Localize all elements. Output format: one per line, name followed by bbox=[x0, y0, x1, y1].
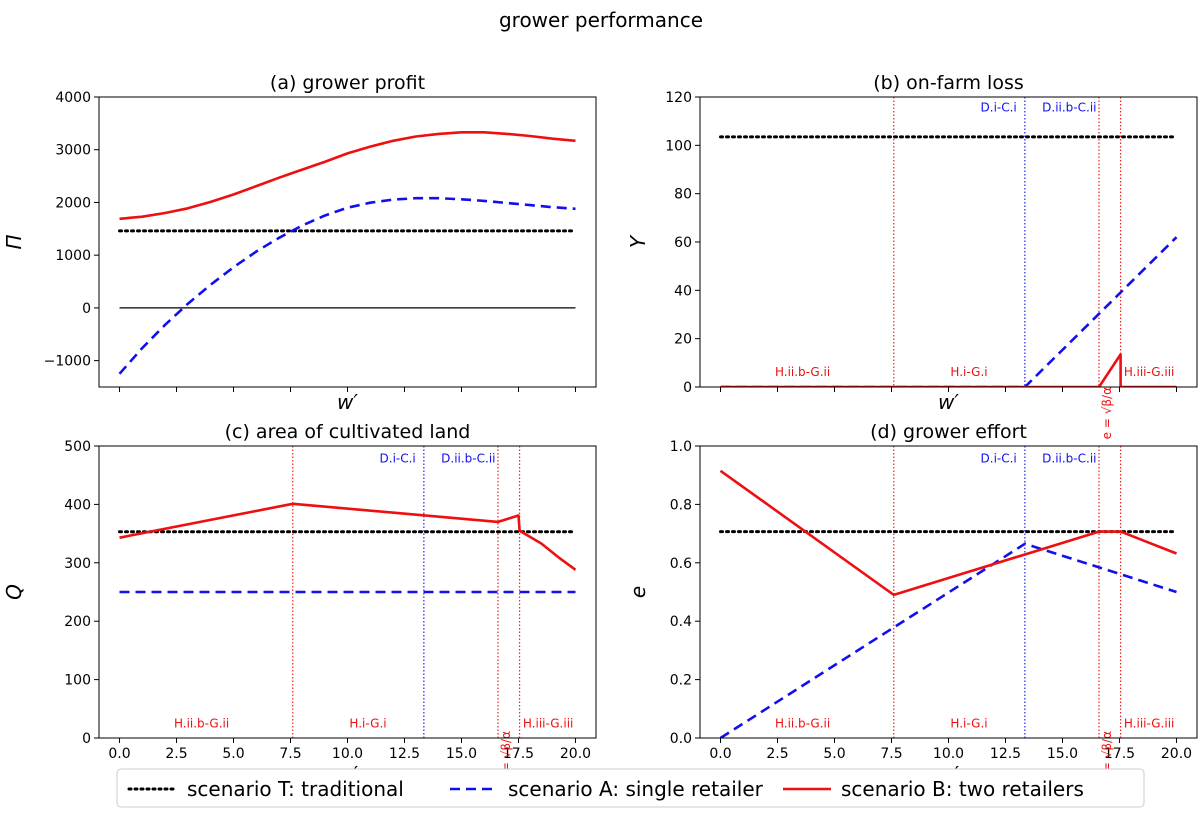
y-tick-label: 40 bbox=[674, 283, 692, 299]
y-tick-label: 0.4 bbox=[670, 614, 692, 630]
x-tick-label: 20.0 bbox=[1161, 746, 1192, 762]
series-line-single bbox=[719, 542, 1177, 738]
x-tick-label: 12.5 bbox=[389, 746, 420, 762]
chart-panel-a: (a) grower profit −1000 0 1000 2000 3000 4000 w… bbox=[2, 72, 597, 414]
y-axis-label: e bbox=[626, 586, 650, 598]
legend-frame bbox=[116, 768, 1145, 808]
y-tick-label: 0 bbox=[82, 301, 91, 317]
x-tick-label: 7.5 bbox=[279, 746, 301, 762]
x-tick-label: 17.5 bbox=[503, 746, 534, 762]
y-axis-label: Q bbox=[2, 584, 26, 600]
annotation-label: H.iii-G.iii bbox=[523, 716, 574, 730]
y-tick-label: 100 bbox=[665, 138, 692, 154]
legend-label-single: scenario A: single retailer bbox=[508, 777, 764, 801]
y-tick-label: 120 bbox=[665, 90, 692, 106]
legend-label-traditional: scenario T: traditional bbox=[187, 777, 404, 801]
y-tick-label: 0 bbox=[82, 731, 91, 747]
axes-frame bbox=[98, 445, 597, 739]
y-tick-label: 60 bbox=[674, 235, 692, 251]
axes-frame bbox=[699, 96, 1198, 388]
panel-title: (d) grower effort bbox=[870, 421, 1027, 443]
annotation-label: D.ii.b-C.ii bbox=[1042, 451, 1096, 465]
y-axis-label: Π bbox=[2, 234, 26, 249]
annotation-label: D.i-C.i bbox=[380, 451, 416, 465]
y-tick-label: −1000 bbox=[44, 354, 91, 370]
y-tick-label: 0.8 bbox=[670, 497, 692, 513]
annotation-label: D.ii.b-C.ii bbox=[1042, 101, 1096, 115]
plot-area bbox=[118, 131, 577, 375]
annotation-label: H.ii.b-G.ii bbox=[775, 716, 830, 730]
y-tick-label: 0.0 bbox=[670, 731, 692, 747]
x-tick-label: 10.0 bbox=[332, 746, 363, 762]
panel-title: (a) grower profit bbox=[270, 72, 425, 94]
series-line-two bbox=[720, 353, 1177, 387]
annotation-label: H.ii.b-G.ii bbox=[775, 365, 830, 379]
panel-title: (b) on-farm loss bbox=[873, 72, 1024, 94]
y-tick-label: 3000 bbox=[55, 143, 91, 159]
y-tick-label: 80 bbox=[674, 187, 692, 203]
annotation-label: H.i-G.i bbox=[950, 365, 987, 379]
axes-frame bbox=[98, 96, 597, 388]
annotation-label: D.i-C.i bbox=[981, 101, 1017, 115]
y-tick-label: 1000 bbox=[55, 248, 91, 264]
x-tick-label: 20.0 bbox=[560, 746, 591, 762]
y-tick-label: 2000 bbox=[55, 195, 91, 211]
y-tick-label: 400 bbox=[64, 497, 91, 513]
x-tick-label: 15.0 bbox=[1047, 746, 1078, 762]
annotation-label: H.i-G.i bbox=[349, 716, 386, 730]
x-tick-label: 17.5 bbox=[1104, 746, 1135, 762]
y-tick-label: 300 bbox=[64, 556, 91, 572]
x-axis-label: w′ bbox=[938, 390, 959, 414]
y-tick-label: 20 bbox=[674, 332, 692, 348]
x-tick-label: 5.0 bbox=[823, 746, 845, 762]
plot-area bbox=[118, 446, 577, 738]
y-tick-label: 0.6 bbox=[670, 556, 692, 572]
y-tick-label: 0 bbox=[683, 380, 692, 396]
x-tick-label: 15.0 bbox=[446, 746, 477, 762]
plot-area bbox=[719, 97, 1178, 387]
y-tick-label: 0.2 bbox=[670, 673, 692, 689]
x-tick-label: 0.0 bbox=[709, 746, 731, 762]
legend: scenario T: traditional scenario A: singl… bbox=[116, 768, 1145, 808]
series-line-two bbox=[719, 469, 1177, 597]
series-line-two bbox=[119, 502, 577, 571]
axes-frame bbox=[699, 445, 1198, 739]
x-tick-label: 12.5 bbox=[990, 746, 1021, 762]
y-tick-label: 100 bbox=[64, 673, 91, 689]
y-tick-label: 1.0 bbox=[670, 439, 692, 455]
x-axis-label: w′ bbox=[337, 390, 358, 414]
x-tick-label: 0.0 bbox=[108, 746, 130, 762]
panel-title: (c) area of cultivated land bbox=[225, 421, 471, 443]
x-tick-label: 2.5 bbox=[165, 746, 187, 762]
annotation-label: H.iii-G.iii bbox=[1124, 716, 1175, 730]
y-axis-label: Y bbox=[626, 234, 650, 248]
plot-area bbox=[719, 446, 1178, 738]
figure-title: grower performance bbox=[499, 8, 703, 32]
x-tick-label: 5.0 bbox=[222, 746, 244, 762]
x-tick-label: 10.0 bbox=[933, 746, 964, 762]
x-tick-label: 2.5 bbox=[766, 746, 788, 762]
y-tick-label: 500 bbox=[64, 439, 91, 455]
series-line-two bbox=[119, 131, 576, 221]
annotation-effort-threshold: e = √β/α bbox=[1100, 387, 1114, 439]
chart-panel-d: (d) grower effort 0.0 0.2 0.4 0.6 0.8 1.0 0.0 2.… bbox=[626, 421, 1198, 786]
y-tick-label: 200 bbox=[64, 614, 91, 630]
annotation-label: H.i-G.i bbox=[950, 716, 987, 730]
annotation-label: D.i-C.i bbox=[981, 451, 1017, 465]
series-line-single bbox=[118, 196, 576, 375]
annotation-label: H.ii.b-G.ii bbox=[174, 716, 229, 730]
annotation-label: H.iii-G.iii bbox=[1124, 365, 1175, 379]
legend-label-two: scenario B: two retailers bbox=[841, 777, 1084, 801]
chart-panel-c: (c) area of cultivated land 0 100 200 300 400… bbox=[2, 421, 597, 786]
annotation-label: D.ii.b-C.ii bbox=[441, 451, 495, 465]
y-tick-label: 4000 bbox=[55, 90, 91, 106]
chart-panel-b: (b) on-farm loss 0 20 40 60 80 100 120 w′ Y D.i-C.… bbox=[626, 72, 1198, 439]
x-tick-label: 7.5 bbox=[880, 746, 902, 762]
